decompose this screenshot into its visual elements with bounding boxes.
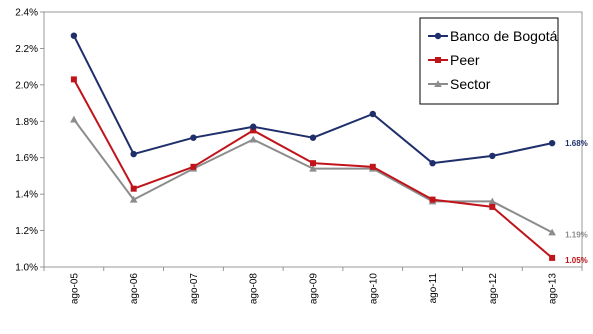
series-0-point <box>429 159 436 167</box>
series-1-point <box>489 203 496 210</box>
x-tick-label: ago-11 <box>428 273 439 304</box>
series-0-point <box>369 110 376 118</box>
series-1-point <box>250 127 257 134</box>
x-tick-label: ago-07 <box>189 273 200 305</box>
legend-label: Banco de Bogotá <box>450 28 558 44</box>
legend: Banco de Bogotá Peer Sector <box>419 17 559 105</box>
x-tick-label: ago-08 <box>249 273 260 305</box>
legend-label: Peer <box>450 52 480 68</box>
series-group <box>70 32 556 261</box>
series-0-point <box>130 150 137 158</box>
y-tick-label: 2.0% <box>15 80 38 91</box>
y-tick-label: 1.6% <box>15 153 38 164</box>
legend-label: Sector <box>450 76 491 92</box>
y-tick-label: 2.2% <box>15 44 38 55</box>
x-tick-label: ago-13 <box>548 273 559 305</box>
series-2-point <box>548 228 556 236</box>
y-tick-label: 1.2% <box>15 226 38 237</box>
x-tick-label: ago-05 <box>69 273 80 305</box>
series-0-point <box>190 134 197 141</box>
series-0-point <box>309 134 317 141</box>
series-0-point <box>489 152 496 160</box>
series-2-point <box>488 197 497 205</box>
data-label: 1.05% <box>565 256 588 265</box>
data-labels: 1.68% 1.19% 1.05% <box>565 139 588 265</box>
series-1-point <box>130 185 137 192</box>
legend-swatch-marker <box>434 80 442 87</box>
series-2-point <box>249 135 258 143</box>
y-tick-label: 1.0% <box>15 263 38 274</box>
y-tick-label: 1.4% <box>15 190 38 201</box>
series-0-point <box>250 123 257 130</box>
series-2-point <box>70 115 78 123</box>
x-tick-label: ago-12 <box>488 273 499 305</box>
legend-swatch-marker <box>435 57 441 63</box>
y-tick-label: 2.4% <box>15 8 38 19</box>
series-1-point <box>549 254 556 261</box>
series-0-point <box>70 32 78 39</box>
series-2-point <box>129 195 138 203</box>
data-label: 1.68% <box>565 139 588 148</box>
x-tick-label: ago-06 <box>129 273 140 305</box>
chart-axes <box>43 11 583 268</box>
series-2-point <box>309 164 317 172</box>
x-axis-ticks: ago-05 ago-06 ago-07 ago-08 ago-09 ago-10 ago-… <box>43 267 583 305</box>
series-1-point <box>429 196 436 203</box>
data-label: 1.19% <box>565 230 588 239</box>
series-1-point <box>310 160 316 167</box>
plot-area <box>43 11 583 268</box>
y-tick-label: 1.8% <box>15 117 38 128</box>
series-1-point <box>369 163 376 170</box>
x-tick-label: ago-09 <box>309 273 320 305</box>
x-tick-label: ago-10 <box>368 273 379 305</box>
series-1-point <box>190 163 197 170</box>
y-axis-ticks: 1.0% 1.2% 1.4% 1.6% 1.8% 2.0% 2.2% 2.4% <box>15 8 44 274</box>
series-1-point <box>70 76 77 83</box>
legend-swatch-marker <box>434 32 442 40</box>
series-0-point <box>548 139 556 147</box>
